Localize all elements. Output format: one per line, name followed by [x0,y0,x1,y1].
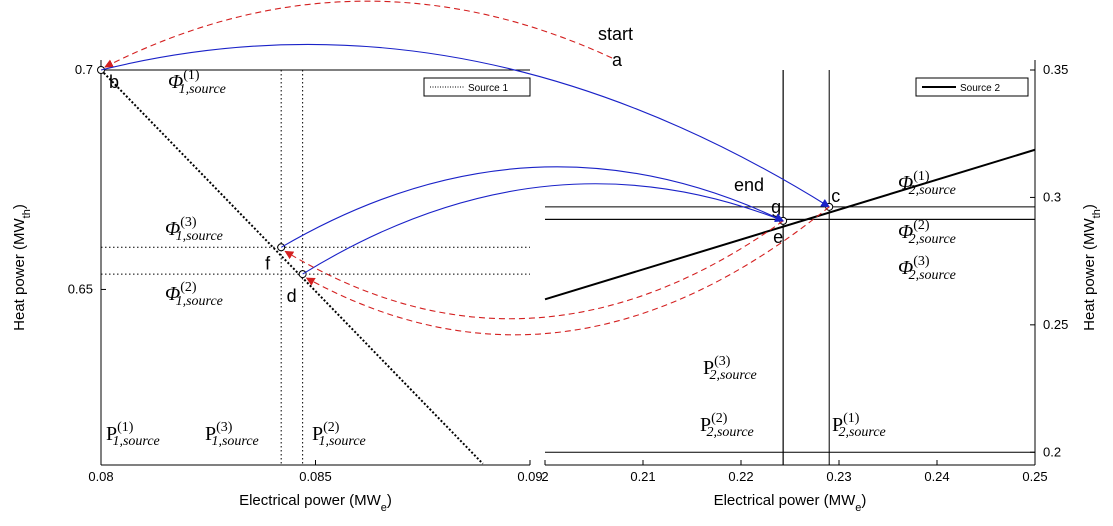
legend: Source 1 [423,77,531,97]
y-tick-label: 0.3 [1043,189,1061,204]
level-label-p: P(1) 1,source [106,420,160,449]
transition-arrows [100,0,830,336]
x-tick-label: 0.22 [728,469,753,484]
legend-box [915,77,1029,97]
x-axis-title: Electrical power (MWe) [714,492,867,514]
arrow-d-to-e [302,183,784,275]
arrow-a-to-b [104,0,613,68]
level-label-phi: Φ(1) 2,source [898,169,956,198]
level-label-phi: Φ(1) 1,source [168,68,226,97]
arrow-f-to-g [280,166,784,248]
level-label-phi: Φ(2) 1,source [165,280,223,309]
legend: Source 2 [915,77,1029,97]
legend-box [423,77,531,97]
level-label-phi: Φ(3) 1,source [165,215,223,244]
level-label-phi: Φ(2) 2,source [898,218,956,247]
legend-label: Source 2 [960,83,1000,94]
level-label-p: P(1) 2,source [832,411,886,440]
level-label-phi: Φ(3) 2,source [898,254,956,283]
series-line-source-2 [544,148,1036,301]
legend-label: Source 1 [468,83,508,94]
x-tick-label: 0.085 [299,469,332,484]
state-label-f: f [265,253,271,273]
x-tick-label: 0.09 [517,469,542,484]
y-tick-label: 0.25 [1043,317,1068,332]
x-tick-label: 0.08 [88,469,113,484]
state-label-e: e [773,227,783,247]
series-line-source-1 [100,69,484,465]
x-tick-label: 0.24 [924,469,949,484]
x-tick-label: 0.21 [630,469,655,484]
y-axis-title: Heat power (MWth) [1081,204,1103,331]
y-tick-label: 0.7 [75,62,93,77]
y-tick-label: 0.2 [1043,444,1061,459]
annotation-a: a [612,50,623,70]
right-panel: 2 0.21 0.22 0.23 0.24 0.25 0.2 0.25 0.3 0.35 Elect… [541,60,1103,514]
state-label-g: g [771,197,781,217]
y-tick-label: 0.65 [68,281,93,296]
arrow-c-to-d [305,206,830,336]
arrow-e-to-f [284,220,784,320]
x-axis-title: Electrical power (MWe) [239,492,392,514]
annotation-end: end [734,175,764,195]
level-label-p: P(2) 2,source [700,411,754,440]
left-panel: 0.08 0.085 0.09 0.65 0.7 Electrical power (MW… [11,60,543,514]
level-label-p: P(2) 1,source [312,420,366,449]
y-axis-title: Heat power (MWth) [11,204,33,331]
annotation-start: start [598,24,633,44]
level-label-p: P(3) 2,source [703,354,757,383]
y-tick-label: 0.35 [1043,62,1068,77]
x-tick-label: 0.25 [1022,469,1047,484]
arrow-b-to-c [100,43,830,208]
state-label-b: b [109,72,119,92]
level-label-p: P(3) 1,source [205,420,259,449]
state-label-d: d [287,286,297,306]
state-label-c: c [831,186,840,206]
x-tick-label: 2 [541,469,548,484]
x-tick-label: 0.23 [826,469,851,484]
